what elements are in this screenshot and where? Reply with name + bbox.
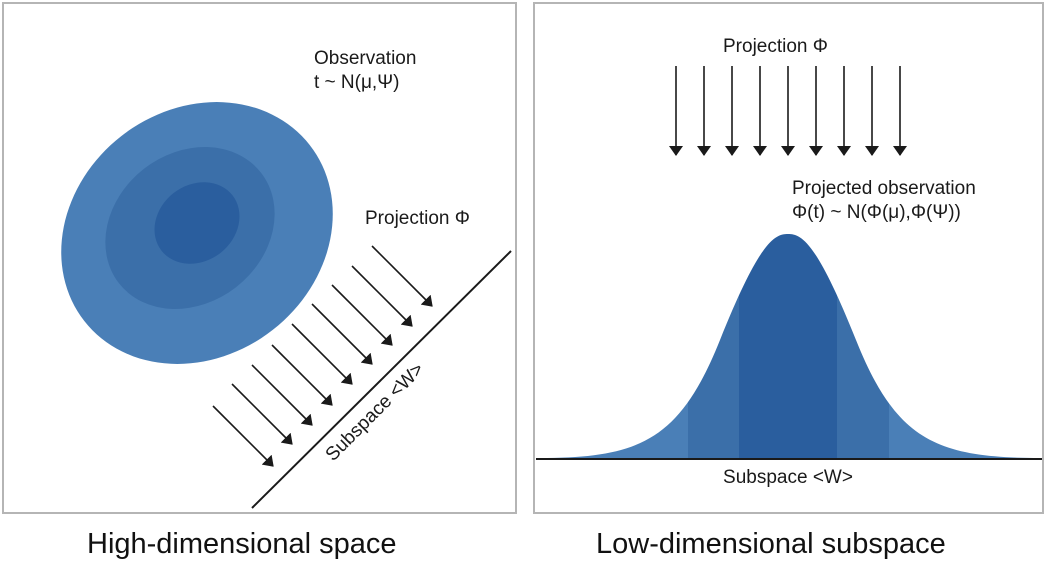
observation-title: Observation <box>314 48 416 69</box>
projection-arrow <box>291 323 353 385</box>
projection-arrow <box>271 344 333 406</box>
bell-inner-band <box>739 234 837 458</box>
projection-label-right: Projection Φ <box>723 36 828 57</box>
projection-arrow <box>311 303 373 365</box>
projection-arrows-left <box>212 245 433 467</box>
ellipse-inner-band <box>154 182 240 264</box>
projection-arrow <box>331 284 393 346</box>
projection-arrow <box>371 245 433 307</box>
projection-arrow <box>231 383 293 445</box>
subspace-label-left: Subspace <W> <box>322 359 429 466</box>
gaussian-ellipse <box>61 102 333 364</box>
gaussian-bell-curve <box>540 234 1040 458</box>
bell-outer-band-right <box>889 234 1040 458</box>
subspace-label-right: Subspace <W> <box>723 467 853 488</box>
projection-arrows-right <box>669 66 907 156</box>
projected-observation-formula: Φ(t) ~ N(Φ(μ),Φ(Ψ)) <box>792 202 961 223</box>
projected-observation-title: Projected observation <box>792 178 976 199</box>
observation-formula: t ~ N(μ,Ψ) <box>314 72 399 93</box>
projection-arrow <box>351 265 413 327</box>
projection-arrow <box>212 405 274 467</box>
bell-middle-band-left <box>688 234 739 458</box>
subspace-line-left <box>251 250 512 509</box>
bell-middle-band-right <box>837 234 889 458</box>
caption-high-dimensional: High-dimensional space <box>87 528 397 560</box>
bell-outer-band-left <box>540 234 688 458</box>
caption-low-dimensional: Low-dimensional subspace <box>596 528 946 560</box>
projection-arrow <box>251 364 313 426</box>
projection-label-left: Projection Φ <box>365 208 470 229</box>
